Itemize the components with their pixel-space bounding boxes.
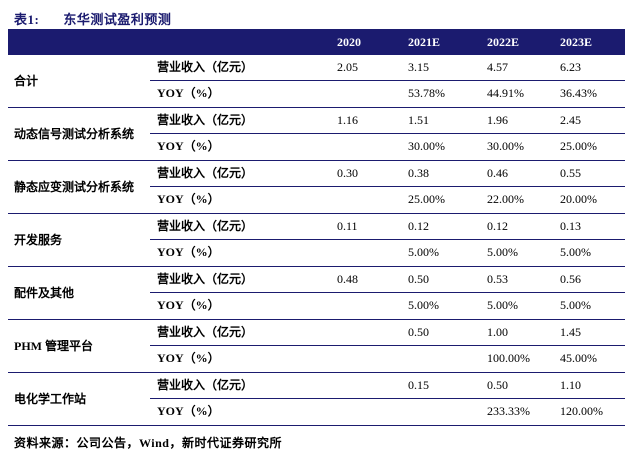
value-cell: 2.45: [554, 108, 625, 134]
category-cell: 电化学工作站: [14, 391, 87, 406]
metric-label: 营业收入（亿元）: [150, 320, 331, 346]
table-group: 静态应变测试分析系统 营业收入（亿元） 0.30 0.38 0.46 0.55 YOY（%）…: [8, 161, 625, 214]
table-body: 合计 营业收入（亿元） 2.05 3.15 4.57 6.23 YOY（%） 53.78% 44…: [8, 55, 625, 426]
value-cell: 0.50: [481, 373, 554, 399]
header-cell-year-2021e: 2021E: [408, 35, 441, 49]
value-cell: 0.12: [481, 214, 554, 240]
table-group: 开发服务 营业收入（亿元） 0.11 0.12 0.12 0.13 YOY（%） 5.00% 5…: [8, 214, 625, 267]
value-cell: 6.23: [554, 55, 625, 81]
table-group: PHM 管理平台 营业收入（亿元） 0.50 1.00 1.45 YOY（%） 100.00…: [8, 320, 625, 373]
table-header-row: 2020 2021E 2022E 2023E: [8, 29, 625, 55]
header-cell-empty: [8, 29, 150, 55]
value-cell: 5.00%: [408, 245, 439, 259]
value-cell: 0.53: [481, 267, 554, 293]
header-cell-year-2022e: 2022E: [487, 35, 520, 49]
category-cell: 动态信号测试分析系统: [14, 126, 135, 141]
metric-label: YOY（%）: [157, 298, 220, 312]
value-cell: 1.10: [554, 373, 625, 399]
value-cell: 233.33%: [487, 404, 530, 418]
value-cell: [331, 187, 402, 213]
table-group: 合计 营业收入（亿元） 2.05 3.15 4.57 6.23 YOY（%） 53.78% 44…: [8, 55, 625, 108]
value-cell: 25.00%: [560, 139, 597, 153]
metric-label: 营业收入（亿元）: [150, 214, 331, 240]
metric-label: YOY（%）: [157, 351, 220, 365]
value-cell: [331, 320, 402, 346]
value-cell: 0.50: [402, 267, 481, 293]
value-cell: 0.11: [331, 214, 402, 240]
table-title: 表1: 东华测试盈利预测: [0, 0, 632, 29]
value-cell: 5.00%: [487, 298, 518, 312]
value-cell: [331, 81, 402, 107]
metric-label: 营业收入（亿元）: [150, 55, 331, 81]
value-cell: 5.00%: [560, 298, 591, 312]
header-cell-year-2020: 2020: [337, 35, 361, 49]
table-number: 表1:: [14, 12, 40, 27]
value-cell: 3.15: [402, 55, 481, 81]
value-cell: 0.46: [481, 161, 554, 187]
table-group: 动态信号测试分析系统 营业收入（亿元） 1.16 1.51 1.96 2.45 YOY（%）…: [8, 108, 625, 161]
header-cell-year-2023e: 2023E: [560, 35, 593, 49]
value-cell: 1.45: [554, 320, 625, 346]
table-group: 电化学工作站 营业收入（亿元） 0.15 0.50 1.10 YOY（%） 233.33% 1…: [8, 373, 625, 426]
value-cell: 45.00%: [560, 351, 597, 365]
value-cell: 22.00%: [487, 192, 524, 206]
metric-label: 营业收入（亿元）: [150, 373, 331, 399]
value-cell: 120.00%: [560, 404, 603, 418]
value-cell: 1.00: [481, 320, 554, 346]
value-cell: 1.96: [481, 108, 554, 134]
value-cell: 53.78%: [408, 86, 445, 100]
value-cell: 100.00%: [487, 351, 530, 365]
metric-label: YOY（%）: [157, 192, 220, 206]
value-cell: [402, 346, 481, 372]
header-cell-empty: [150, 29, 331, 55]
value-cell: 0.56: [554, 267, 625, 293]
value-cell: [331, 134, 402, 160]
value-cell: 30.00%: [408, 139, 445, 153]
category-cell: 配件及其他: [14, 285, 75, 300]
value-cell: 0.50: [402, 320, 481, 346]
metric-label: 营业收入（亿元）: [150, 267, 331, 293]
metric-label: 营业收入（亿元）: [150, 161, 331, 187]
value-cell: 36.43%: [560, 86, 597, 100]
value-cell: 20.00%: [560, 192, 597, 206]
metric-label: YOY（%）: [157, 139, 220, 153]
metric-label: YOY（%）: [157, 245, 220, 259]
value-cell: 4.57: [481, 55, 554, 81]
value-cell: 1.16: [331, 108, 402, 134]
value-cell: 0.48: [331, 267, 402, 293]
metric-label: YOY（%）: [157, 404, 220, 418]
table-group: 配件及其他 营业收入（亿元） 0.48 0.50 0.53 0.56 YOY（%） 5.00%…: [8, 267, 625, 320]
category-cell: 静态应变测试分析系统: [14, 179, 135, 194]
value-cell: 44.91%: [487, 86, 524, 100]
table-caption: 东华测试盈利预测: [63, 12, 172, 27]
value-cell: 5.00%: [408, 298, 439, 312]
metric-label: 营业收入（亿元）: [150, 108, 331, 134]
value-cell: 0.38: [402, 161, 481, 187]
source-note: 资料来源：公司公告，Wind，新时代证券研究所: [14, 436, 282, 450]
value-cell: [331, 240, 402, 266]
forecast-table: 2020 2021E 2022E 2023E 合计 营业收入（亿元） 2.05 3.1…: [8, 29, 625, 426]
value-cell: 30.00%: [487, 139, 524, 153]
value-cell: 5.00%: [560, 245, 591, 259]
value-cell: 25.00%: [408, 192, 445, 206]
value-cell: 0.30: [331, 161, 402, 187]
value-cell: [402, 399, 481, 425]
value-cell: 0.12: [402, 214, 481, 240]
value-cell: 0.13: [554, 214, 625, 240]
value-cell: [331, 293, 402, 319]
value-cell: [331, 399, 402, 425]
category-cell: 开发服务: [14, 232, 63, 247]
value-cell: 2.05: [331, 55, 402, 81]
value-cell: 1.51: [402, 108, 481, 134]
category-cell: PHM 管理平台: [14, 338, 93, 353]
value-cell: [331, 373, 402, 399]
value-cell: [331, 346, 402, 372]
value-cell: 0.15: [402, 373, 481, 399]
value-cell: 0.55: [554, 161, 625, 187]
metric-label: YOY（%）: [157, 86, 220, 100]
category-cell: 合计: [14, 73, 39, 88]
value-cell: 5.00%: [487, 245, 518, 259]
